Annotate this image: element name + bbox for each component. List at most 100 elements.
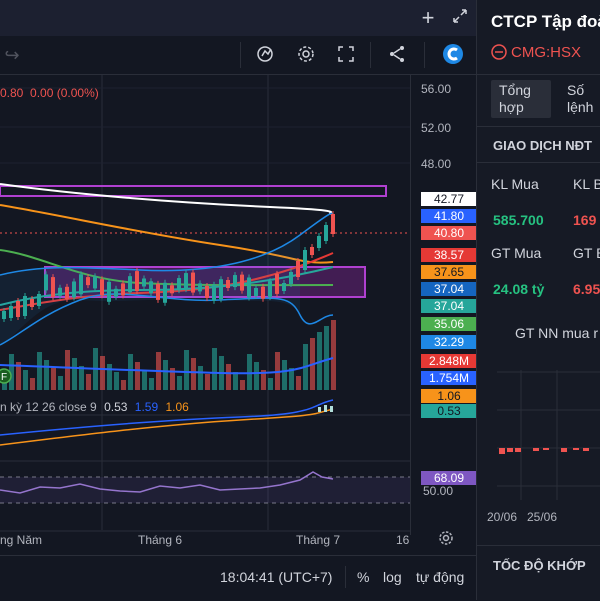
auto-toggle[interactable]: tự động: [416, 569, 465, 585]
toolbar-divider-3: [424, 42, 425, 68]
candle-body: [219, 279, 223, 300]
price-tag: 37.65: [421, 265, 477, 279]
candle-body: [170, 285, 174, 294]
candle-body: [135, 271, 139, 292]
candle-body: [79, 274, 83, 295]
candle-body: [310, 247, 314, 255]
volume-bar: [226, 364, 231, 390]
volume-bar: [331, 320, 336, 390]
volume-bar: [233, 372, 238, 390]
chart-panel: + ↪ 0.80 0.00 (0.00%): [0, 0, 477, 588]
volume-bar: [72, 358, 77, 390]
header-divider: [477, 74, 600, 75]
section-title: GIAO DỊCH NĐT: [493, 138, 592, 153]
candle-body: [324, 225, 328, 241]
volume-bar: [177, 376, 182, 390]
share-icon[interactable]: [386, 44, 408, 68]
rsi-line: [0, 471, 334, 494]
candle-body: [23, 296, 27, 316]
ohlc-legend: 0.80 0.00 (0.00%): [0, 86, 99, 100]
resistance-box: [0, 185, 387, 197]
foreign-flow-chart: [497, 370, 600, 500]
section-divider: [477, 126, 600, 127]
volume-bar: [65, 350, 70, 390]
candle-body: [16, 301, 20, 317]
expand-icon[interactable]: [450, 8, 470, 28]
price-chart: F: [0, 75, 410, 532]
gear-icon[interactable]: [295, 44, 317, 68]
candle-body: [198, 283, 202, 292]
chart-top-bar: +: [0, 0, 476, 37]
price-axis[interactable]: 56.00 52.00 48.00 42.77 41.80 40.80 38.5…: [410, 75, 477, 535]
macd-tag: 1.06: [421, 389, 477, 403]
macd-signal-line: [0, 408, 334, 446]
tab-so-lenh[interactable]: Số lệnh: [563, 80, 600, 118]
volume-bar: [121, 380, 126, 390]
candle-body: [128, 276, 132, 293]
redo-icon[interactable]: ↪: [4, 45, 20, 65]
price-tag: 40.80: [421, 226, 477, 240]
candle-body: [51, 277, 55, 298]
match-speed-title: TỐC ĐỘ KHỚP: [493, 558, 586, 573]
volume-bar: [205, 374, 210, 390]
candle-body: [156, 283, 160, 300]
volume-bar: [261, 370, 266, 390]
foreign-flow-bars: [499, 448, 589, 454]
section-divider-2: [477, 162, 600, 163]
candle-body: [240, 274, 244, 291]
volume-bar: [2, 380, 7, 390]
percent-toggle[interactable]: %: [357, 569, 370, 585]
volume-bar: [240, 380, 245, 390]
stock-info-panel: CTCP Tập đoà CMG:HSX Tổng hợp Số lệnh GI…: [476, 0, 600, 600]
brand-logo-icon[interactable]: [440, 42, 466, 70]
rsi-tag: 68.09: [421, 471, 477, 485]
macd-legend-value-2: 1.59: [134, 400, 159, 414]
ma-red-line: [0, 252, 334, 311]
time-axis[interactable]: ng Năm Tháng 6 Tháng 7 16: [0, 530, 476, 552]
kl-ban-label: KL B: [573, 176, 600, 192]
candlesticks: [2, 211, 335, 322]
volume-bar: [247, 354, 252, 390]
volume-bar: [184, 350, 189, 390]
volume-bar: [212, 348, 217, 390]
macd-line: [0, 399, 334, 436]
candle-body: [296, 261, 300, 277]
candle-body: [226, 279, 230, 288]
settings-icon[interactable]: [436, 530, 456, 550]
candle-body: [121, 283, 125, 296]
macd-legend: n kỳ 12 26 close 9 0.53 1.59 1.06: [0, 400, 189, 414]
gt-mua-label: GT Mua: [491, 245, 542, 261]
kl-mua-value: 585.700: [493, 212, 544, 228]
candle-body: [254, 287, 258, 296]
volume-bar: [58, 376, 63, 390]
tab-so-lenh-label: Số lệnh: [567, 82, 594, 115]
candle-body: [2, 311, 6, 319]
volume-bar: [86, 374, 91, 390]
price-tick: 56.00: [421, 82, 452, 96]
candle-body: [184, 273, 188, 290]
indicator-icon[interactable]: [255, 44, 277, 68]
volume-bar: [282, 360, 287, 390]
volume-bar: [142, 370, 147, 390]
fullscreen-icon[interactable]: [335, 44, 357, 68]
volume-bar: [149, 378, 154, 390]
gt-mua-value: 24.08 tỷ: [493, 281, 545, 297]
volume-bar: [44, 360, 49, 390]
price-tag: 35.06: [421, 317, 477, 331]
candle-body: [261, 286, 265, 299]
bollinger-lower: [0, 293, 334, 346]
ticker-row[interactable]: CMG:HSX: [491, 44, 600, 64]
log-toggle[interactable]: log: [383, 569, 402, 585]
kl-mua-label: KL Mua: [491, 176, 539, 192]
price-tag: 38.57: [421, 248, 477, 262]
candle-body: [37, 294, 41, 306]
tab-tong-hop[interactable]: Tổng hợp: [491, 80, 551, 118]
plus-icon[interactable]: +: [421, 5, 435, 30]
foreign-date-label: 25/06: [527, 510, 558, 524]
price-tag: 37.04: [421, 299, 477, 313]
volume-bar: [296, 376, 301, 390]
section-divider-3: [477, 545, 600, 546]
volume-bar: [191, 358, 196, 390]
candle-body: [58, 287, 62, 296]
ticker-label: CMG:HSX: [511, 44, 582, 61]
